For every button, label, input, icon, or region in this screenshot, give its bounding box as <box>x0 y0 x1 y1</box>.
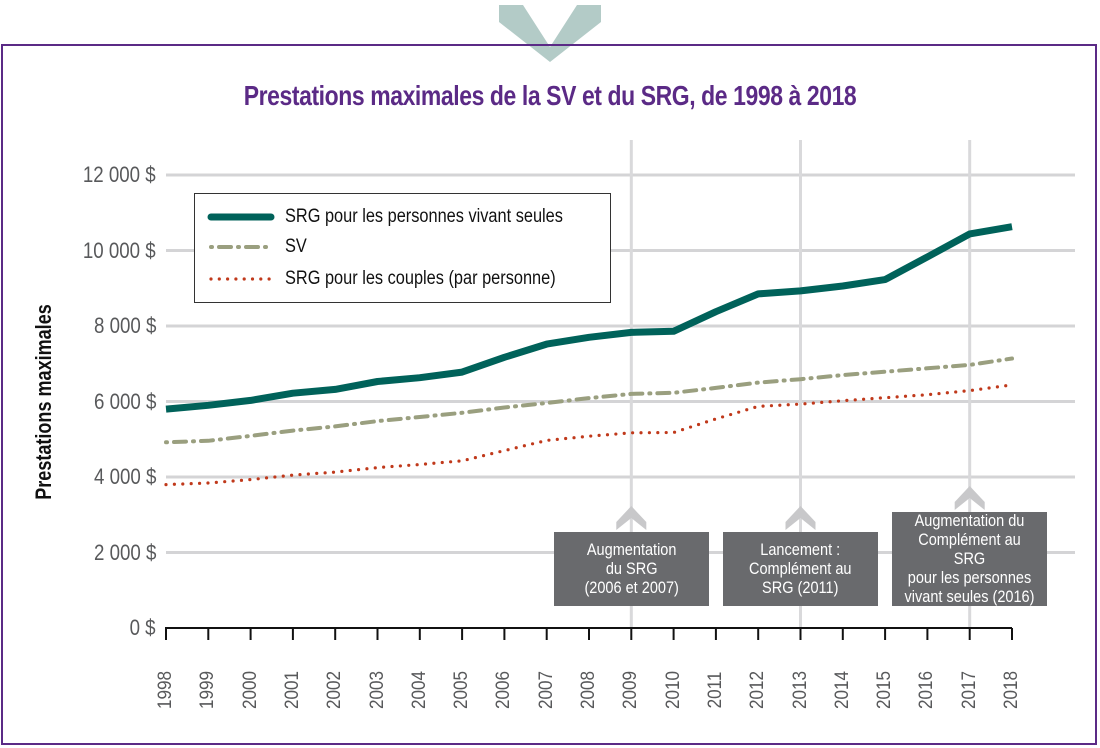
x-tick-label: 2009 <box>620 670 642 710</box>
annotation-line: du SRG <box>605 559 658 578</box>
legend-swatch-dash-dot <box>209 245 273 249</box>
annotation-line: SRG (2011) <box>762 578 839 597</box>
annotation-line: pour les personnes <box>907 568 1032 587</box>
x-tick-label: 2018 <box>1001 670 1022 710</box>
chart-frame <box>1 44 1097 745</box>
annotation-box: Lancement : Complément au SRG (2011) <box>723 532 878 606</box>
x-tick-label: 2015 <box>874 670 896 710</box>
legend-label: SV <box>285 236 307 257</box>
x-tick-label: 2012 <box>747 670 769 710</box>
annotation-line: Augmentation du <box>914 511 1025 530</box>
chevron-up-icon <box>954 486 985 510</box>
x-axis <box>165 627 1013 640</box>
x-tick-label: 2004 <box>408 670 430 710</box>
x-tick-label: 2001 <box>281 670 303 710</box>
annotation-text: Augmentation du Complément au SRG pour les… <box>901 512 1037 607</box>
y-tick-label: 2 000 $ <box>93 539 156 565</box>
x-tick-label: 2010 <box>662 670 684 710</box>
annotation-line: (2006 et 2007) <box>584 578 679 597</box>
x-tick-label: 2013 <box>789 670 811 710</box>
series-line-dash-dot <box>164 356 1014 445</box>
annotation-text: Lancement : Complément au SRG (2011) <box>749 541 852 598</box>
y-tick-label: 10 000 $ <box>83 237 156 263</box>
legend-item-sv: SV <box>195 232 310 262</box>
x-tick-label: 2017 <box>958 670 980 710</box>
legend-swatch-solid <box>207 213 275 221</box>
x-tick-label: 1998 <box>155 670 176 710</box>
annotation-line: vivant seules (2016) <box>904 587 1035 606</box>
annotation-markers <box>616 486 985 530</box>
annotation-text: Augmentation du SRG (2006 et 2007) <box>584 541 678 598</box>
annotation-line: Complément au <box>749 559 852 578</box>
chevron-up-icon <box>616 506 647 530</box>
legend-label: SRG pour les personnes vivant seules <box>285 206 563 227</box>
chevron-up-icon <box>785 506 816 530</box>
y-tick-label: 6 000 $ <box>93 388 156 414</box>
x-tick-label: 2007 <box>535 670 557 710</box>
annotation-line: Lancement : <box>760 540 841 559</box>
series-lines <box>164 223 1014 487</box>
x-tick-label: 2008 <box>578 670 599 710</box>
x-tick-label: 2006 <box>493 670 515 710</box>
x-tick-label: 2003 <box>366 670 388 710</box>
annotation-box: Augmentation du Complément au SRG pour les… <box>892 512 1048 607</box>
series-line-dotted <box>164 383 1014 487</box>
x-tick-label: 2011 <box>704 671 726 709</box>
chart-title: Prestations maximales de la SV et du SRG… <box>243 80 857 111</box>
chevron-down-icon <box>499 5 601 62</box>
legend-item-srg-single: SRG pour les personnes vivant seules <box>195 202 608 232</box>
x-tick-label: 2000 <box>239 670 261 710</box>
annotation-box: Augmentation du SRG (2006 et 2007) <box>553 532 709 606</box>
y-tick-label: 4 000 $ <box>93 464 156 489</box>
x-tick-label: 2002 <box>324 670 346 710</box>
y-tick-label: 8 000 $ <box>93 313 156 338</box>
legend-swatch-dotted <box>209 277 273 281</box>
x-tick-label: 2016 <box>916 670 938 710</box>
annotation-line: Augmentation <box>586 540 677 559</box>
series-line-solid <box>165 223 1013 413</box>
legend-item-srg-couple: SRG pour les couples (par personne) <box>195 264 600 294</box>
chart-legend: SRG pour les personnes vivant seules SV … <box>194 193 611 303</box>
x-tick-label: 1999 <box>197 670 219 710</box>
annotation-line: Complément au SRG <box>918 530 1021 568</box>
legend-label: SRG pour les couples (par personne) <box>285 268 556 289</box>
x-tick-label: 2005 <box>451 670 473 710</box>
x-tick-label: 2014 <box>831 670 853 710</box>
y-tick-label: 12 000 $ <box>83 162 156 187</box>
y-tick-label: 0 $ <box>129 615 156 640</box>
